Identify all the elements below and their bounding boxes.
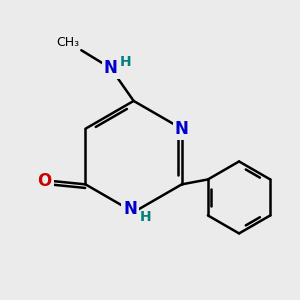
Text: O: O [38, 172, 52, 190]
Text: N: N [104, 59, 118, 77]
Text: N: N [175, 120, 189, 138]
Text: H: H [120, 55, 131, 69]
Text: N: N [123, 200, 137, 218]
Text: H: H [139, 210, 151, 224]
Text: CH₃: CH₃ [56, 36, 80, 49]
